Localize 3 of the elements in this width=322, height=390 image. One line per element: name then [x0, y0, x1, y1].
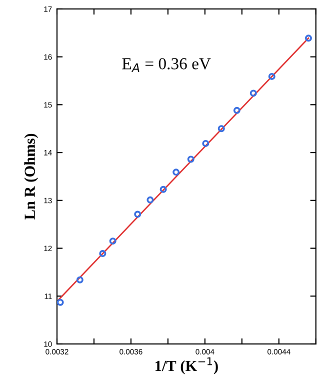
y-axis-title: Ln R (Ohms)	[24, 134, 38, 220]
annotation: E$_{A}$ = 0.36 eV	[122, 58, 211, 72]
x-axis-title: 1/T (K$^{−1}$)	[156, 357, 218, 374]
